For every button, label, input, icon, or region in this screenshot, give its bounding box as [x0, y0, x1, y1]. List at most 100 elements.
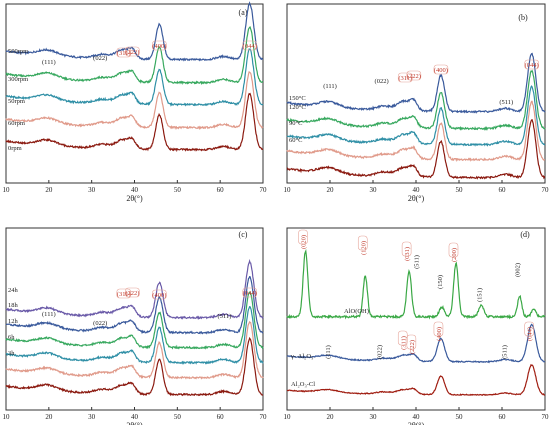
series-label: 500rpm: [8, 48, 28, 55]
x-tick-label: 10: [3, 413, 11, 421]
series-label: 0rpm: [8, 145, 22, 152]
x-tick-label: 10: [284, 413, 292, 421]
series-line: [5, 92, 264, 153]
x-tick-label: 50: [174, 413, 182, 421]
series-line: [5, 48, 264, 107]
peak-label: (400): [152, 43, 166, 50]
peak-label: (222): [125, 290, 139, 297]
peak-label: (311): [117, 291, 131, 298]
peak-label-box: [397, 72, 413, 83]
series-label: 12h: [8, 318, 19, 325]
peak-label: (031): [404, 247, 411, 261]
x-tick-label: 20: [45, 413, 53, 421]
peak-label: (111): [42, 311, 56, 318]
peak-label: (111): [323, 83, 337, 90]
series-line: [5, 1, 263, 62]
peak-label: (311): [400, 336, 407, 350]
x-tick-label: 70: [542, 186, 550, 194]
peak-label-box: [397, 330, 408, 346]
series-label: 3h: [8, 350, 15, 357]
series-line: [5, 306, 264, 365]
x-tick-label: 60: [217, 413, 225, 421]
peak-label-box: [152, 289, 167, 300]
panel-c: 10 20 30 40 50 60 70 2θ(°) (c) 24h 18h 12h 6h 3h (111)…: [3, 227, 267, 425]
panel-label: (b): [518, 13, 528, 22]
x-tick-label: 40: [131, 413, 139, 421]
x-tick-label: 40: [131, 186, 139, 194]
x-tick-label: 70: [542, 413, 550, 421]
series-line: [5, 70, 264, 131]
series-line: [286, 69, 546, 131]
peak-label: (022): [377, 345, 384, 359]
series-label: 60rpm: [8, 120, 25, 127]
peak-label-box: [406, 70, 422, 81]
series-label: 50rpm: [8, 98, 25, 105]
peak-label: (151): [476, 288, 483, 302]
peak-label: (044): [243, 290, 257, 297]
x-tick-label: 10: [284, 186, 292, 194]
peak-label: (044): [243, 43, 257, 50]
x-tick-label: 50: [174, 186, 182, 194]
series-label: 90°C: [289, 120, 302, 127]
x-tick-label: 40: [413, 413, 421, 421]
x-tick-label: 10: [3, 186, 11, 194]
peak-label: (222): [125, 49, 139, 56]
peak-label: (311): [117, 50, 131, 57]
series-label: 300rpm: [8, 76, 28, 83]
x-tick-label: 50: [456, 186, 464, 194]
series-label: Al₂O₃-Cl: [291, 381, 315, 388]
peak-label-box: [433, 64, 449, 75]
series-label: 150°C: [289, 95, 306, 102]
peak-label-box: [448, 242, 459, 258]
peak-label-box: [242, 40, 258, 51]
panel-a: 10 20 30 40 50 60 70 2θ(°) (a) 500rpm 300rpm 50rpm 6…: [3, 1, 268, 203]
peak-label: (022): [375, 78, 389, 85]
peak-label: (222): [407, 73, 421, 80]
peak-label: (311): [398, 75, 412, 82]
series-line: [286, 363, 546, 396]
x-axis-label: 2θ(°): [126, 194, 143, 203]
peak-label-box: [406, 334, 417, 350]
peak-label: (120): [360, 241, 367, 255]
peak-label: (222): [409, 340, 416, 354]
series-line: [286, 100, 545, 162]
series-line: [286, 248, 546, 320]
x-tick-label: 40: [413, 186, 421, 194]
peak-label: (511): [414, 255, 421, 269]
x-tick-label: 20: [327, 186, 335, 194]
x-tick-label: 60: [499, 413, 507, 421]
x-tick-label: 60: [499, 186, 507, 194]
peak-label-box: [125, 287, 140, 298]
peak-label: (511): [501, 345, 508, 359]
x-tick-label: 30: [88, 413, 96, 421]
panel-d: 10 20 30 40 50 60 70 2θ(°) (d) AlO(OH) γ- Al₂O₃ Al₂…: [284, 227, 550, 425]
plot-frame: [5, 3, 264, 184]
x-tick-label: 50: [456, 413, 464, 421]
series-label: 24h: [8, 287, 19, 294]
peak-label: (511): [499, 99, 513, 106]
peak-label-box: [433, 321, 444, 337]
peak-label: (400): [436, 327, 443, 341]
peak-label-box: [116, 47, 132, 58]
panel-label: (d): [520, 230, 530, 239]
peak-label: (150): [437, 275, 444, 289]
series-line: [286, 52, 546, 114]
x-tick-label: 70: [260, 186, 268, 194]
series-line: [5, 336, 264, 397]
series-label: AlO(OH): [344, 308, 369, 315]
peak-label-box: [298, 229, 308, 245]
series-line: [286, 118, 546, 180]
peak-label: (022): [93, 320, 107, 327]
peak-label: (400): [434, 67, 448, 74]
panel-label: (c): [239, 230, 248, 239]
series-label: γ- Al₂O₃: [290, 353, 313, 360]
peak-label: (002): [515, 263, 522, 277]
series-line: [5, 320, 264, 380]
peak-label: (111): [42, 59, 56, 66]
peak-label: (511): [218, 313, 232, 320]
x-tick-label: 30: [88, 186, 96, 194]
peak-label: (022): [93, 55, 107, 62]
peak-label-box: [357, 235, 368, 251]
series-line: [5, 276, 264, 335]
